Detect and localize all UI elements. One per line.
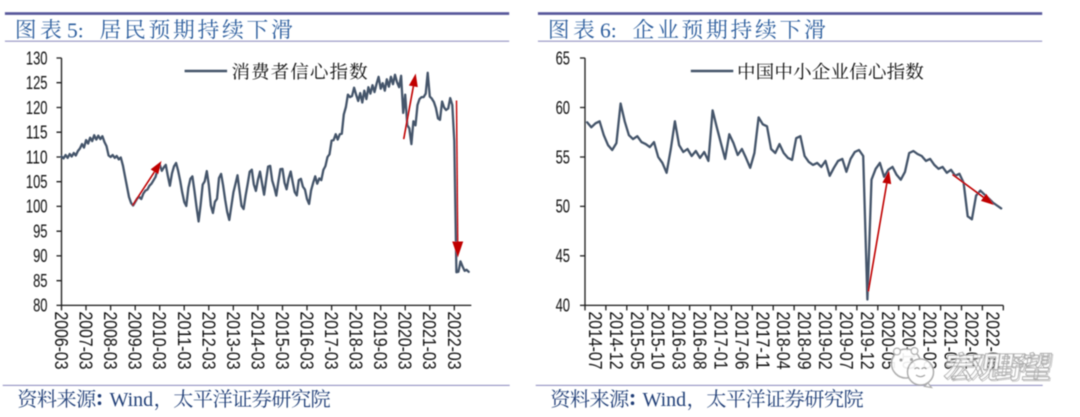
svg-text:125: 125 [26, 73, 48, 93]
svg-text:2019-03: 2019-03 [370, 312, 390, 370]
svg-text:80: 80 [33, 296, 47, 316]
svg-text:55: 55 [556, 147, 570, 167]
svg-text:90: 90 [33, 246, 47, 266]
svg-text:85: 85 [33, 271, 47, 291]
svg-text:2008-03: 2008-03 [100, 312, 120, 370]
svg-text:130: 130 [26, 48, 48, 68]
svg-text:95: 95 [33, 222, 47, 242]
svg-text:65: 65 [556, 48, 570, 68]
svg-text:2016-08: 2016-08 [690, 312, 710, 370]
svg-text:2018-09: 2018-09 [794, 312, 814, 370]
svg-text:2014-12: 2014-12 [606, 312, 626, 370]
svg-text:2016-03: 2016-03 [297, 312, 317, 370]
svg-text:100: 100 [26, 197, 48, 217]
svg-text:2012-03: 2012-03 [198, 312, 218, 370]
svg-text:105: 105 [26, 172, 48, 192]
svg-text:Wind: Wind [110, 389, 154, 411]
svg-text:50: 50 [556, 197, 570, 217]
svg-text:2017-11: 2017-11 [752, 312, 772, 370]
svg-text:2019-12: 2019-12 [857, 312, 877, 370]
svg-text:2017-01: 2017-01 [710, 312, 730, 370]
svg-text:6:: 6: [600, 18, 617, 42]
svg-text:2011-03: 2011-03 [174, 312, 194, 370]
svg-text:2015-05: 2015-05 [627, 312, 647, 370]
svg-text:Wind: Wind [643, 389, 687, 411]
svg-text:110: 110 [26, 147, 48, 167]
svg-text:120: 120 [26, 98, 48, 118]
svg-text:115: 115 [26, 123, 48, 143]
svg-text:2017-03: 2017-03 [321, 312, 341, 370]
svg-text:40: 40 [556, 296, 570, 316]
svg-text:2020-03: 2020-03 [395, 312, 415, 370]
svg-text:2013-03: 2013-03 [223, 312, 243, 370]
svg-text:2014-07: 2014-07 [585, 312, 605, 370]
svg-text:2006-03: 2006-03 [51, 312, 71, 370]
svg-text:2015-10: 2015-10 [648, 312, 668, 370]
svg-text:2017-06: 2017-06 [731, 312, 751, 370]
svg-text:2020-05: 2020-05 [878, 312, 898, 370]
svg-text:2021-03: 2021-03 [419, 312, 439, 370]
svg-text:45: 45 [556, 246, 570, 266]
svg-text:2007-03: 2007-03 [76, 312, 96, 370]
svg-text:2022-03: 2022-03 [444, 312, 464, 370]
svg-text:2009-03: 2009-03 [125, 312, 145, 370]
svg-text:2016-03: 2016-03 [669, 312, 689, 370]
svg-text:2019-02: 2019-02 [815, 312, 835, 370]
svg-text:2018-03: 2018-03 [346, 312, 366, 370]
svg-text:2018-04: 2018-04 [773, 312, 793, 370]
svg-text:2015-03: 2015-03 [272, 312, 292, 370]
svg-text:2021-03: 2021-03 [920, 312, 940, 370]
svg-text:60: 60 [556, 98, 570, 118]
svg-text:2019-07: 2019-07 [836, 312, 856, 370]
svg-text:2010-03: 2010-03 [149, 312, 169, 370]
svg-text:2014-03: 2014-03 [247, 312, 267, 370]
svg-text:5:: 5: [67, 18, 84, 42]
